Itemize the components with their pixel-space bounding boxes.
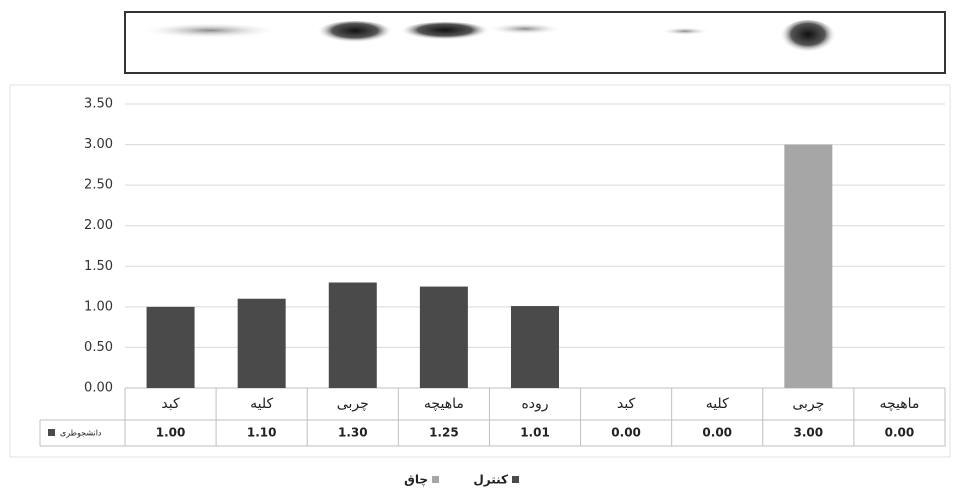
chart-frame — [9, 84, 951, 458]
data-table-value: 1.10 — [247, 426, 277, 440]
bar — [237, 298, 286, 388]
bar — [784, 144, 833, 388]
x-category-label: روده — [521, 396, 548, 412]
x-category-label: چربی — [792, 396, 824, 412]
y-tick-label: 3.00 — [84, 137, 113, 152]
x-category-label: ماهیچه — [879, 396, 919, 412]
x-category-label: کلیه — [706, 396, 729, 412]
gel-image — [124, 11, 946, 74]
y-tick-label: 2.00 — [84, 218, 113, 233]
y-tick-label: 0.00 — [84, 381, 113, 396]
bar — [146, 306, 195, 388]
data-table-value: 0.00 — [611, 426, 641, 440]
y-tick-label: 1.00 — [84, 299, 113, 314]
y-tick-label: 2.50 — [84, 178, 113, 193]
data-table-value: 0.00 — [702, 426, 732, 440]
y-tick-label: 0.50 — [84, 340, 113, 355]
x-category-label: کلیه — [250, 396, 273, 412]
data-table-value: 1.30 — [338, 426, 368, 440]
legend-key — [432, 476, 439, 483]
data-table-value: 1.00 — [156, 426, 186, 440]
x-category-label: ماهیچه — [424, 396, 464, 412]
legend-key — [512, 476, 519, 483]
bar — [328, 282, 377, 388]
x-category-label: کبد — [161, 396, 180, 412]
table-row-label: دانشجوطری — [60, 429, 102, 438]
data-table-value: 1.01 — [520, 426, 550, 440]
legend-label: کنترل — [473, 473, 508, 487]
x-category-label: کبد — [617, 396, 636, 412]
x-category-label: چربی — [337, 396, 369, 412]
data-table-value: 0.00 — [885, 426, 915, 440]
bar — [419, 286, 468, 388]
bar — [511, 306, 559, 388]
data-table-value: 1.25 — [429, 426, 459, 440]
legend-key — [48, 429, 55, 436]
y-tick-label: 1.50 — [84, 259, 113, 274]
legend-label: چاق — [404, 473, 428, 487]
y-tick-label: 3.50 — [84, 97, 113, 112]
data-table-value: 3.00 — [794, 426, 824, 440]
